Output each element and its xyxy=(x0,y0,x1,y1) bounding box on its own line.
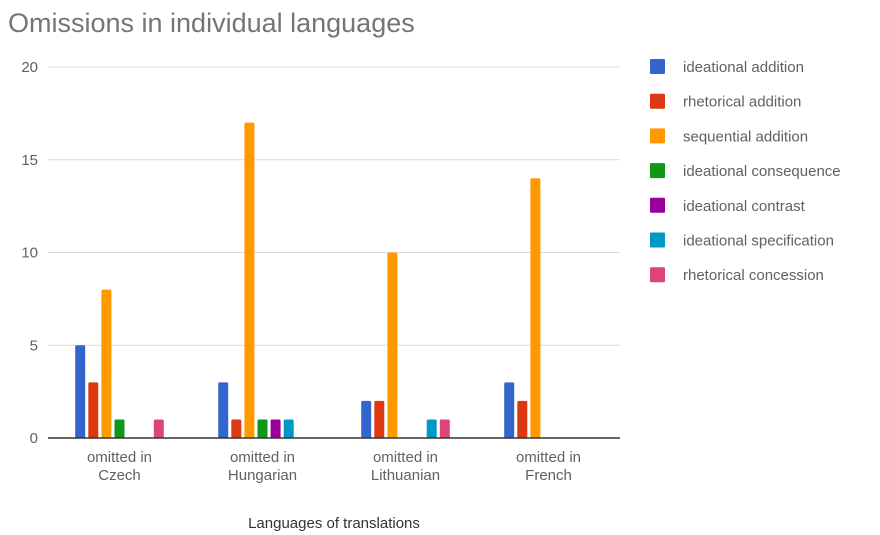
bar[interactable] xyxy=(517,400,528,438)
legend-swatch xyxy=(650,197,665,213)
y-tick-label: 10 xyxy=(21,245,38,262)
bar[interactable] xyxy=(283,419,294,438)
bar[interactable] xyxy=(361,400,372,438)
legend-label: ideational specification xyxy=(683,233,834,250)
y-axis-ticks: 0 5 10 15 20 xyxy=(21,59,38,447)
legend-swatch xyxy=(650,59,665,74)
bar[interactable] xyxy=(426,419,437,438)
bars xyxy=(75,122,541,439)
bar[interactable] xyxy=(231,419,242,438)
legend-swatch xyxy=(650,128,665,144)
legend-label: rhetorical addition xyxy=(683,94,801,111)
gridlines xyxy=(48,66,620,346)
y-tick-label: 5 xyxy=(30,337,38,354)
legend-item[interactable]: sequential addition xyxy=(650,128,808,145)
legend-label: ideational addition xyxy=(683,59,804,76)
bar[interactable] xyxy=(439,419,450,438)
legend-item[interactable]: rhetorical addition xyxy=(650,93,801,111)
legend-label: sequential addition xyxy=(683,128,808,145)
legend-label: ideational contrast xyxy=(683,198,806,215)
x-axis-label: Languages of translations xyxy=(248,515,420,532)
bar[interactable] xyxy=(75,345,86,438)
legend-label: rhetorical concession xyxy=(683,267,824,284)
legend-item[interactable]: rhetorical concession xyxy=(650,267,824,284)
legend-swatch xyxy=(650,163,665,179)
legend[interactable]: ideational addition rhetorical addition se… xyxy=(650,59,841,284)
bar[interactable] xyxy=(374,400,385,438)
x-tick-label: omitted in French xyxy=(516,449,581,484)
bar[interactable] xyxy=(218,382,229,438)
bar[interactable] xyxy=(504,382,515,438)
x-axis-categories: omitted in Czech omitted in Hungarian omitte… xyxy=(87,449,581,484)
bar[interactable] xyxy=(153,419,164,438)
chart-title: Omissions in individual languages xyxy=(8,8,415,38)
bar[interactable] xyxy=(270,419,281,438)
y-tick-label: 15 xyxy=(21,152,38,169)
bar[interactable] xyxy=(114,419,125,438)
legend-swatch xyxy=(650,267,665,283)
x-tick-label: omitted in Czech xyxy=(87,449,152,484)
legend-item[interactable]: ideational consequence xyxy=(650,163,841,180)
x-tick-label: omitted in Hungarian xyxy=(228,449,297,484)
bar[interactable] xyxy=(244,122,255,439)
legend-swatch xyxy=(650,232,665,248)
legend-label: ideational consequence xyxy=(683,163,841,180)
legend-swatch xyxy=(650,93,665,109)
bar[interactable] xyxy=(101,289,112,438)
bar[interactable] xyxy=(88,382,99,438)
x-tick-label: omitted in Lithuanian xyxy=(371,449,440,484)
legend-item[interactable]: ideational contrast xyxy=(650,197,806,215)
bar[interactable] xyxy=(387,252,398,439)
y-tick-label: 20 xyxy=(21,59,38,76)
bar[interactable] xyxy=(530,178,541,439)
bar[interactable] xyxy=(257,419,268,438)
y-tick-label: 0 xyxy=(30,430,38,447)
legend-item[interactable]: ideational specification xyxy=(650,232,834,250)
legend-item[interactable]: ideational addition xyxy=(650,59,804,76)
